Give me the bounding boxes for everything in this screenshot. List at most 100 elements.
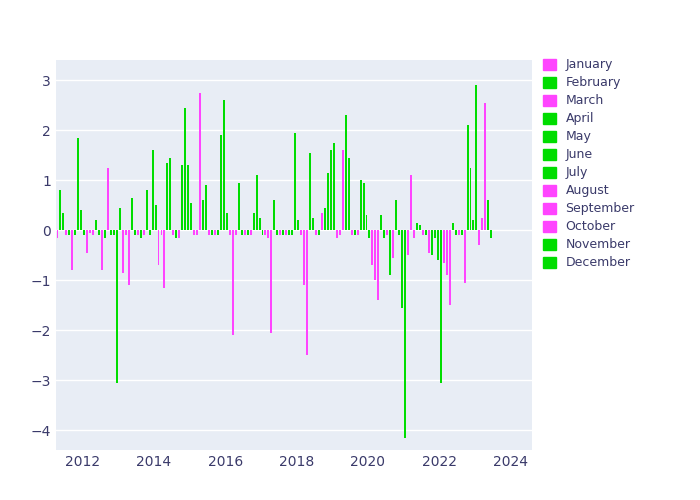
Bar	[113, 230, 115, 235]
Bar	[205, 185, 207, 230]
Bar	[267, 230, 270, 237]
Bar	[119, 208, 121, 230]
Bar	[38, 175, 41, 230]
Bar	[455, 230, 456, 235]
Bar	[404, 230, 406, 438]
Bar	[53, 230, 55, 330]
Bar	[309, 152, 311, 230]
Bar	[214, 230, 216, 235]
Bar	[431, 230, 433, 255]
Bar	[312, 218, 314, 230]
Bar	[342, 150, 344, 230]
Bar	[128, 230, 130, 285]
Bar	[490, 230, 492, 237]
Bar	[60, 190, 62, 230]
Bar	[487, 200, 489, 230]
Bar	[279, 230, 281, 235]
Bar	[475, 85, 477, 230]
Bar	[181, 165, 183, 230]
Bar	[217, 230, 219, 235]
Bar	[395, 200, 397, 230]
Bar	[286, 230, 287, 235]
Bar	[339, 230, 341, 235]
Bar	[246, 230, 248, 235]
Bar	[89, 230, 91, 232]
Bar	[256, 175, 258, 230]
Bar	[258, 218, 260, 230]
Bar	[250, 230, 251, 235]
Bar	[122, 230, 124, 272]
Bar	[172, 230, 174, 235]
Bar	[136, 230, 139, 235]
Bar	[33, 200, 35, 230]
Bar	[262, 230, 263, 235]
Legend: January, February, March, April, May, June, July, August, September, October, No: January, February, March, April, May, Ju…	[543, 58, 635, 270]
Bar	[65, 230, 67, 235]
Bar	[220, 135, 222, 230]
Bar	[101, 230, 103, 270]
Bar	[57, 230, 59, 237]
Bar	[199, 92, 201, 230]
Bar	[315, 230, 317, 235]
Bar	[45, 132, 47, 230]
Bar	[374, 230, 377, 280]
Bar	[449, 230, 451, 305]
Bar	[300, 230, 302, 235]
Bar	[131, 198, 133, 230]
Bar	[446, 230, 448, 275]
Bar	[86, 230, 88, 252]
Bar	[351, 230, 353, 235]
Bar	[48, 218, 50, 230]
Bar	[167, 162, 169, 230]
Bar	[422, 230, 424, 235]
Bar	[190, 202, 192, 230]
Bar	[463, 230, 466, 282]
Bar	[282, 230, 284, 235]
Bar	[155, 205, 157, 230]
Bar	[234, 230, 237, 235]
Bar	[208, 230, 210, 235]
Bar	[401, 230, 403, 308]
Bar	[425, 230, 427, 235]
Bar	[466, 125, 468, 230]
Bar	[389, 230, 391, 275]
Bar	[110, 230, 112, 235]
Bar	[291, 230, 293, 235]
Bar	[244, 230, 246, 235]
Bar	[158, 230, 160, 265]
Bar	[77, 138, 79, 230]
Bar	[196, 230, 198, 235]
Bar	[344, 115, 346, 230]
Bar	[71, 230, 74, 270]
Bar	[294, 132, 296, 230]
Bar	[74, 230, 76, 235]
Bar	[164, 230, 165, 287]
Bar	[265, 230, 267, 235]
Bar	[270, 230, 272, 332]
Bar	[104, 230, 106, 237]
Bar	[377, 230, 379, 300]
Bar	[303, 230, 305, 285]
Bar	[92, 230, 94, 235]
Bar	[178, 230, 181, 237]
Bar	[368, 230, 370, 237]
Bar	[336, 230, 338, 237]
Bar	[437, 230, 439, 260]
Bar	[116, 230, 118, 382]
Bar	[125, 230, 127, 235]
Bar	[392, 230, 394, 258]
Bar	[176, 230, 177, 237]
Bar	[482, 218, 484, 230]
Bar	[306, 230, 308, 355]
Bar	[226, 212, 228, 230]
Bar	[107, 168, 109, 230]
Bar	[187, 165, 189, 230]
Bar	[356, 230, 358, 235]
Bar	[80, 210, 82, 230]
Bar	[50, 230, 52, 235]
Bar	[413, 230, 415, 237]
Bar	[410, 175, 412, 230]
Bar	[41, 222, 43, 230]
Bar	[95, 220, 97, 230]
Bar	[148, 230, 150, 235]
